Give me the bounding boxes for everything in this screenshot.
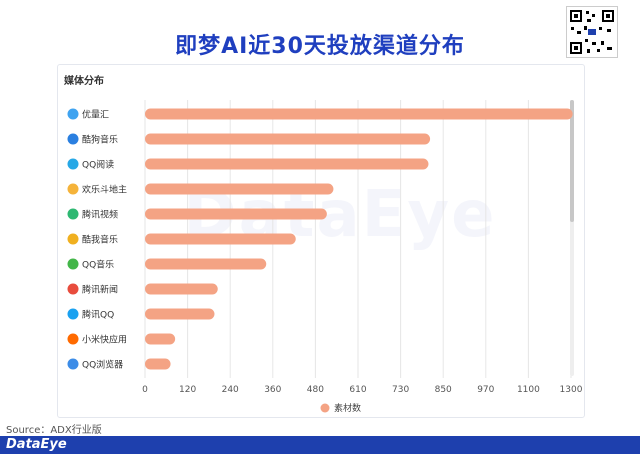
bar	[145, 233, 296, 245]
kuwo-music-icon	[67, 233, 79, 245]
legend-label: 素材数	[334, 402, 361, 414]
bar	[145, 108, 573, 120]
bar	[145, 183, 334, 195]
tencent-news-icon	[67, 283, 79, 295]
bar	[145, 308, 215, 320]
x-tick-label: 480	[307, 385, 324, 395]
kugou-music-icon	[67, 133, 79, 145]
scrollbar-thumb	[570, 100, 574, 222]
tencent-video-icon	[67, 208, 79, 220]
xiaomi-quickapp-icon	[67, 333, 79, 345]
bar	[145, 358, 171, 370]
qq-browser-icon	[67, 358, 79, 370]
category-label: QQ浏览器	[82, 359, 123, 371]
bar	[145, 258, 267, 270]
x-tick-label: 240	[222, 385, 239, 395]
bar	[145, 283, 218, 295]
legend-swatch	[320, 403, 330, 413]
x-tick-label: 850	[435, 385, 452, 395]
x-tick-label: 120	[179, 385, 196, 395]
youlianghui-icon	[67, 108, 79, 120]
category-label: 酷狗音乐	[82, 134, 118, 146]
x-tick-label: 360	[264, 385, 281, 395]
category-label: 腾讯视频	[82, 209, 118, 221]
x-tick-label: 970	[477, 385, 494, 395]
x-tick-label: 1300	[560, 385, 583, 395]
footer-bar	[0, 436, 640, 454]
doudizhu-icon	[67, 183, 79, 195]
bar	[145, 158, 429, 170]
tencent-qq-icon	[67, 308, 79, 320]
category-label: 小米快应用	[82, 334, 127, 346]
bar	[145, 333, 176, 345]
x-tick-label: 0	[142, 385, 148, 395]
bar	[145, 208, 327, 220]
category-label: 优量汇	[82, 109, 109, 121]
brand-logo: DataEye	[6, 437, 67, 452]
qq-music-icon	[67, 258, 79, 270]
category-label: 腾讯QQ	[82, 309, 114, 321]
category-label: QQ音乐	[82, 259, 114, 271]
x-tick-label: 1100	[517, 385, 540, 395]
bar	[145, 133, 431, 145]
category-label: 腾讯新闻	[82, 284, 118, 296]
x-tick-label: 730	[392, 385, 409, 395]
qr-code-icon	[566, 6, 618, 58]
x-tick-label: 610	[349, 385, 366, 395]
category-label: QQ阅读	[82, 159, 114, 171]
category-label: 酷我音乐	[82, 234, 118, 246]
page-title: 即梦AI近30天投放渠道分布	[175, 34, 465, 59]
source-note: Source：ADX行业版	[6, 425, 102, 436]
qq-reader-icon	[67, 158, 79, 170]
category-label: 欢乐斗地主	[82, 184, 127, 196]
chart-card-title: 媒体分布	[64, 76, 104, 87]
